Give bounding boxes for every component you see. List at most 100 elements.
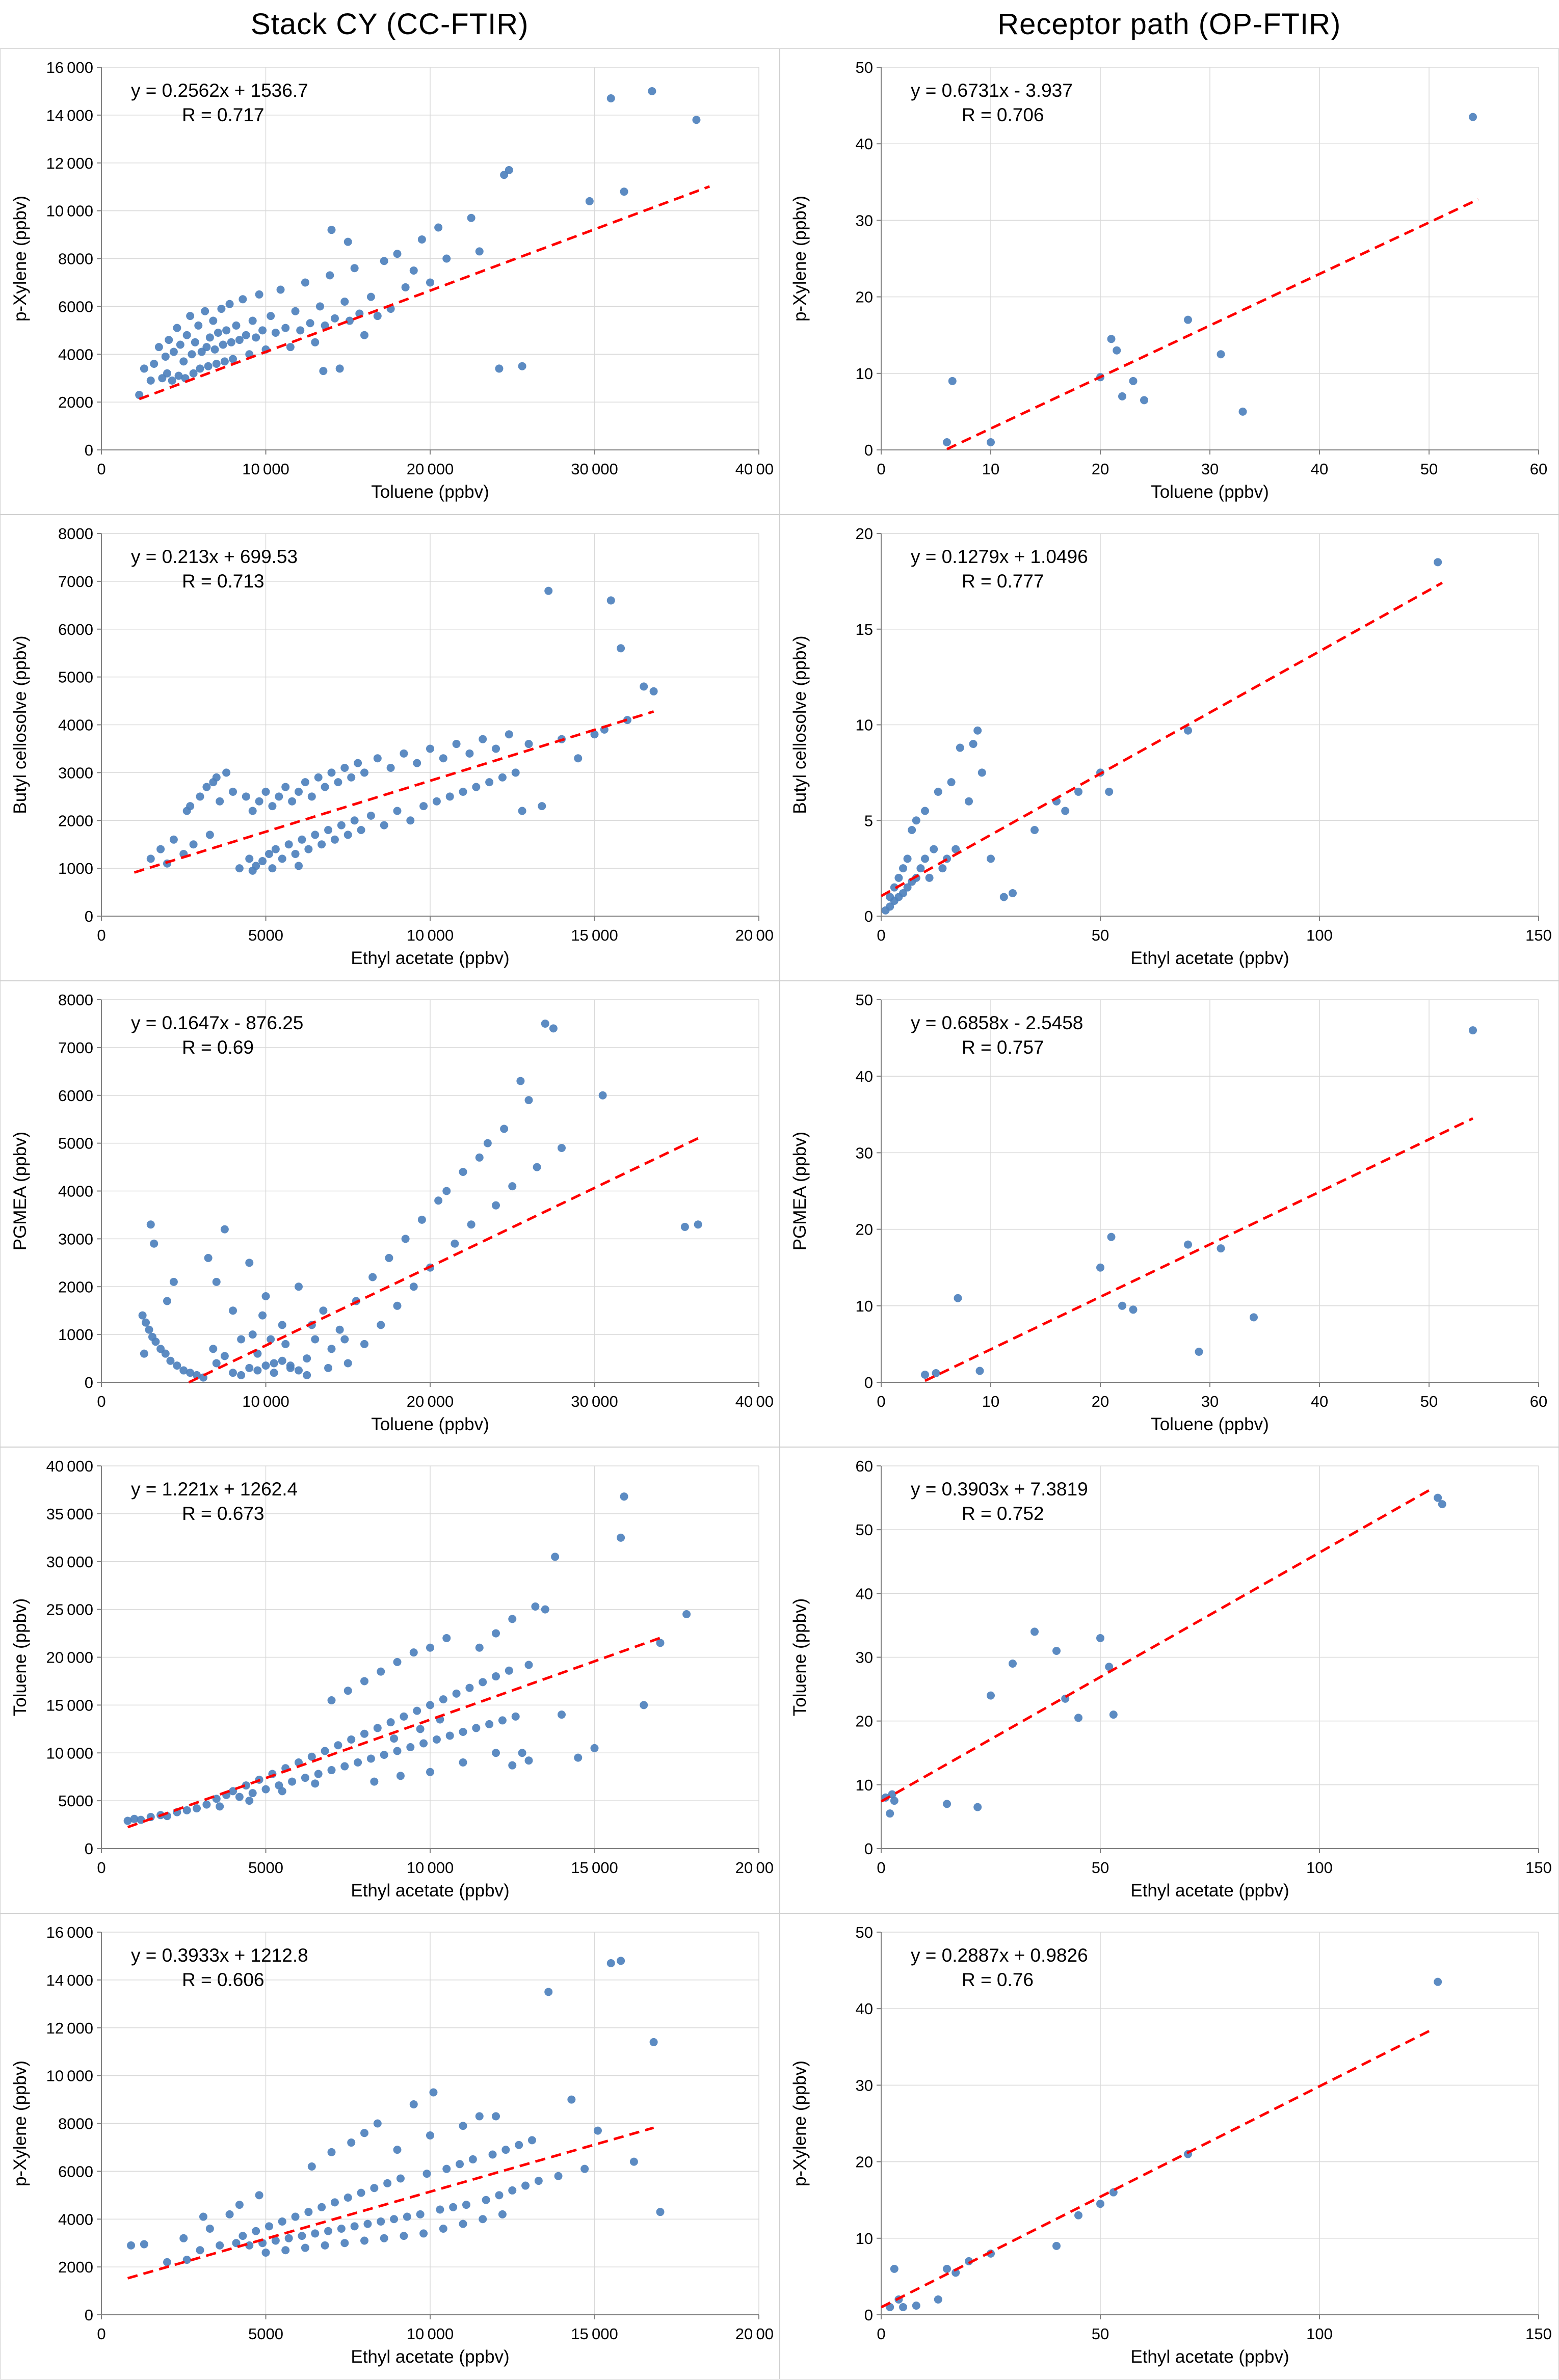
y-tick-label: 6000 [58, 621, 93, 638]
equation-label: y = 0.3933x + 1212.8 [131, 1945, 308, 1966]
y-tick-label: 6000 [58, 2162, 93, 2180]
axes [876, 999, 1539, 1387]
x-tick-label: 150 [1525, 926, 1552, 944]
x-tick-label: 0 [877, 1393, 885, 1410]
scatter-points [885, 1977, 1442, 2311]
scatter-points [127, 1957, 665, 2266]
y-tick-label: 12 000 [46, 2019, 93, 2037]
r-value-label: R = 0.706 [962, 104, 1044, 125]
y-tick-label: 0 [85, 907, 93, 925]
y-axis-label: Butyl cellosolve (ppbv) [790, 635, 810, 814]
r-value-label: R = 0.757 [962, 1037, 1044, 1058]
r-value-label: R = 0.777 [962, 571, 1044, 592]
y-tick-label: 5000 [58, 1792, 93, 1810]
stack-butyl-cellosolve-vs-ethyl-acetate-plot: 0 5000 10 000 15 000 20 000 0 1000 2000 3000 4000… [10, 525, 774, 968]
receptor-toluene-vs-ethyl-acetate-plot: 0 50 100 150 0 10 20 30 40 50 60 Ethyl acetate (ppb… [790, 1457, 1552, 1901]
x-axis-label: Ethyl acetate (ppbv) [351, 1881, 509, 1901]
y-tick-label: 40 [855, 1067, 873, 1085]
y-tick-label: 8000 [58, 525, 93, 543]
scatter-points [146, 586, 658, 875]
receptor-pxylene-vs-toluene-plot: 0 10 20 30 40 50 60 0 10 20 30 40 50 Toluene (ppbv) p-… [790, 59, 1547, 502]
y-tick-label: 20 [855, 2153, 873, 2171]
y-tick-label: 5000 [58, 668, 93, 686]
y-tick-label: 8000 [58, 250, 93, 268]
y-tick-label: 6000 [58, 298, 93, 315]
y-tick-label: 60 [855, 1457, 873, 1475]
scatter-points [881, 1493, 1446, 1818]
x-tick-label: 150 [1525, 2325, 1552, 2343]
chart-stack-pxylene-vs-ethyl-acetate: 0 5000 10 000 15 000 20 000 0 2000 4000 6000 8000… [0, 1913, 780, 2379]
x-tick-label: 5000 [248, 2325, 283, 2343]
stack-pxylene-vs-toluene-plot: 0 10 000 20 000 30 000 40 000 0 2000 4000 6000 80… [10, 59, 774, 502]
y-tick-label: 8000 [58, 991, 93, 1009]
y-tick-label: 16 000 [46, 59, 93, 76]
x-tick-label: 20 000 [735, 2325, 774, 2343]
y-tick-label: 0 [85, 2306, 93, 2324]
equation-label: y = 0.2887x + 0.9826 [911, 1945, 1088, 1966]
x-tick-label: 30 000 [571, 460, 618, 478]
x-tick-label: 50 [1091, 1859, 1108, 1877]
receptor-butyl-cellosolve-vs-ethyl-acetate-plot: 0 50 100 150 0 5 10 15 20 Ethyl acetate (ppbv) But… [790, 525, 1552, 968]
r-value-label: R = 0.752 [962, 1503, 1044, 1524]
x-tick-label: 20 [1091, 460, 1108, 478]
y-tick-label: 3000 [58, 764, 93, 782]
x-tick-label: 50 [1091, 2325, 1108, 2343]
y-tick-label: 30 [855, 1649, 873, 1667]
y-tick-label: 30 [855, 1144, 873, 1162]
y-tick-label: 20 [855, 525, 873, 543]
equation-label: y = 1.221x + 1262.4 [131, 1479, 298, 1500]
y-tick-label: 50 [855, 1521, 873, 1539]
equation-label: y = 0.6731x - 3.937 [911, 80, 1073, 101]
gridlines [881, 533, 1539, 916]
x-tick-label: 20 000 [407, 1393, 454, 1410]
x-tick-label: 40 000 [735, 460, 774, 478]
tick-labels: 0 5000 10 000 15 000 20 000 0 1000 2000 3000 4000… [58, 525, 774, 944]
x-tick-label: 100 [1306, 2325, 1333, 2343]
y-tick-label: 2000 [58, 2258, 93, 2276]
tick-labels: 0 50 100 150 0 10 20 30 40 50 [855, 1923, 1551, 2343]
r-value-label: R = 0.69 [182, 1037, 254, 1058]
x-tick-label: 0 [877, 2325, 885, 2343]
y-tick-label: 0 [85, 441, 93, 459]
y-axis-label: PGMEA (ppbv) [10, 1132, 30, 1250]
x-tick-label: 60 [1529, 1393, 1547, 1410]
tick-labels: 0 50 100 150 0 5 10 15 20 [855, 525, 1551, 944]
y-tick-label: 16 000 [46, 1923, 93, 1941]
x-axis-label: Toluene (ppbv) [371, 482, 489, 502]
equation-label: y = 0.1647x - 876.25 [131, 1012, 303, 1033]
y-tick-label: 0 [864, 2306, 873, 2324]
trendline [880, 1486, 1434, 1803]
x-tick-label: 30 [1201, 460, 1218, 478]
axes [97, 67, 759, 454]
y-tick-label: 10 [855, 365, 873, 383]
y-tick-label: 15 [855, 621, 873, 638]
y-axis-label: p-Xylene (ppbv) [790, 2061, 810, 2186]
y-axis-label: p-Xylene (ppbv) [10, 2061, 30, 2186]
y-tick-label: 25 000 [46, 1601, 93, 1619]
stack-toluene-vs-ethyl-acetate-plot: 0 5000 10 000 15 000 20 000 0 5000 10 000 15 000… [10, 1457, 774, 1901]
equation-label: y = 0.6858x - 2.5458 [911, 1012, 1083, 1033]
y-tick-label: 14 000 [46, 106, 93, 124]
axes [97, 1932, 759, 2319]
tick-labels: 0 10 000 20 000 30 000 40 000 0 2000 4000 6000 80… [46, 59, 774, 478]
y-tick-label: 0 [85, 1840, 93, 1858]
trendline [188, 1135, 702, 1384]
trendline [127, 1637, 661, 1829]
y-tick-label: 10 [855, 2230, 873, 2248]
r-value-label: R = 0.713 [182, 571, 264, 592]
scatter-points [920, 1026, 1477, 1379]
y-tick-label: 40 [855, 135, 873, 153]
axes [876, 1932, 1539, 2319]
axes [97, 999, 759, 1387]
r-value-label: R = 0.717 [182, 104, 264, 125]
y-tick-label: 20 [855, 1713, 873, 1730]
chart-stack-pgmea-vs-toluene: 0 10 000 20 000 30 000 40 000 0 1000 2000 3000 40… [0, 981, 780, 1447]
x-tick-label: 50 [1420, 1393, 1437, 1410]
x-tick-label: 50 [1091, 926, 1108, 944]
x-tick-label: 40 000 [735, 1393, 774, 1410]
y-tick-label: 50 [855, 59, 873, 76]
y-tick-label: 10 [855, 1776, 873, 1794]
equation-label: y = 0.213x + 699.53 [131, 546, 298, 567]
equation-label: y = 0.1279x + 1.0496 [911, 546, 1088, 567]
